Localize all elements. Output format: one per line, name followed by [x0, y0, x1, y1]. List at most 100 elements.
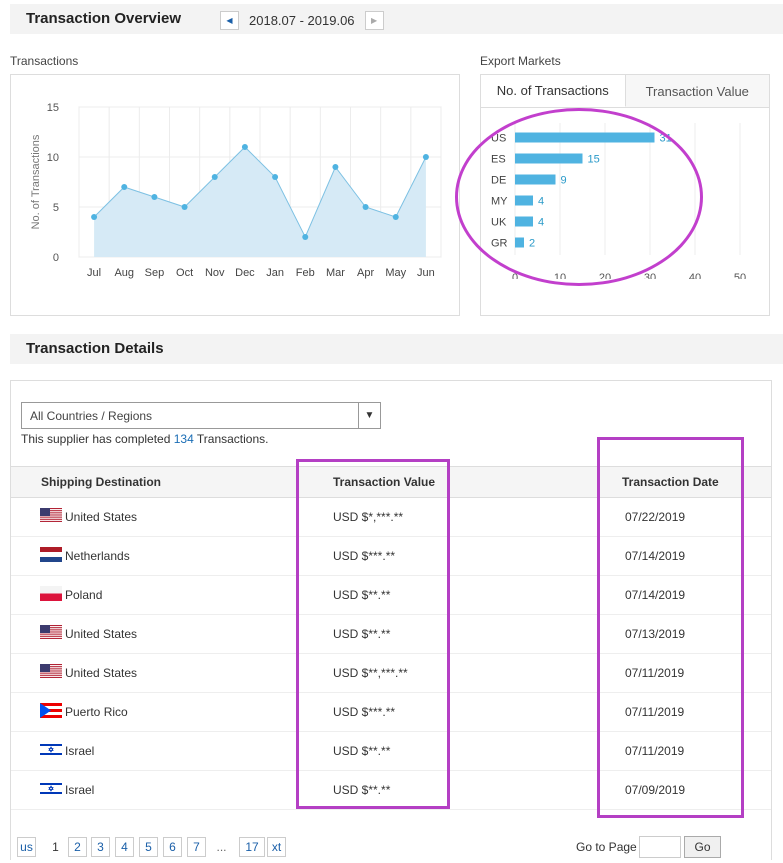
data-point: [241, 144, 248, 150]
series-line: [93, 146, 427, 239]
tab-no-of-transactions[interactable]: No. of Transactions: [481, 75, 626, 107]
y-tick-label: 0: [53, 252, 59, 264]
row-country: Israel: [65, 783, 95, 797]
go-to-page-input[interactable]: [639, 836, 681, 858]
annotation-ellipse: [455, 108, 703, 286]
table-row: Israel USD $**.** 07/09/2019: [11, 771, 771, 810]
row-date: 07/22/2019: [625, 510, 686, 524]
us-flag-icon: [40, 508, 62, 523]
details-title: Transaction Details: [26, 340, 164, 357]
row-country: Poland: [65, 588, 103, 602]
x-tick-label: Oct: [176, 267, 193, 279]
row-date: 07/11/2019: [625, 705, 685, 719]
row-value: USD $**.**: [333, 627, 391, 641]
row-country: Israel: [65, 744, 95, 758]
row-value: USD $***.**: [333, 705, 396, 719]
date-range-nav: ◀ 2018.07 - 2019.06 ▶: [220, 11, 384, 30]
data-point: [332, 164, 339, 170]
table-row: United States USD $*,***.** 07/22/2019: [11, 498, 771, 537]
x-tick-label: Dec: [235, 267, 255, 279]
tab-transaction-value[interactable]: Transaction Value: [625, 75, 769, 107]
x-tick-label: Mar: [326, 267, 345, 279]
page-3[interactable]: 3: [91, 837, 110, 857]
x-tick-label: Apr: [357, 267, 374, 279]
pagination: us 1 2 3 4 5 6 7 ... 17 xt Go to Page Go: [11, 835, 771, 859]
x-tick-label: Jan: [266, 267, 284, 279]
page-4[interactable]: 4: [115, 837, 134, 857]
export-markets-label: Export Markets: [480, 54, 561, 68]
export-markets-tabs: No. of Transactions Transaction Value: [481, 75, 769, 108]
column-transaction-value: Transaction Value: [333, 475, 436, 489]
data-point: [211, 174, 218, 180]
data-point: [151, 194, 158, 200]
y-axis-label: No. of Transactions: [30, 134, 42, 229]
prev-page-button[interactable]: us: [17, 837, 36, 857]
triangle-right-icon: ▶: [370, 16, 378, 25]
page-ellipsis: ...: [212, 837, 231, 857]
table-row: Netherlands USD $***.** 07/14/2019: [11, 537, 771, 576]
annotation-box-value: [296, 459, 450, 809]
column-transaction-date: Transaction Date: [622, 475, 719, 489]
us-flag-icon: [40, 625, 62, 640]
x-tick-label: Feb: [296, 267, 315, 279]
table-row: Puerto Rico USD $***.** 07/11/2019: [11, 693, 771, 732]
y-tick-label: 5: [53, 202, 59, 214]
summary-prefix: This supplier has completed: [21, 432, 174, 446]
row-value: USD $**.**: [333, 783, 391, 797]
details-table-header: Shipping Destination Transaction Value T…: [11, 466, 771, 498]
pr-flag-icon: [40, 703, 62, 718]
table-row: United States USD $**.** 07/13/2019: [11, 615, 771, 654]
x-tick-label: Jun: [417, 267, 435, 279]
row-country: Puerto Rico: [65, 705, 128, 719]
table-row: Poland USD $**.** 07/14/2019: [11, 576, 771, 615]
transactions-chart-panel: 0 5 10 15 Jul Aug Sep Oct Nov Dec Jan Feb Mar Apr May J…: [10, 74, 460, 316]
x-tick-label: 50: [734, 272, 746, 279]
page-6[interactable]: 6: [163, 837, 182, 857]
country-region-select-value: All Countries / Regions: [30, 408, 153, 423]
x-tick-label: Sep: [145, 267, 165, 279]
il-flag-icon: [40, 742, 62, 757]
y-tick-label: 10: [47, 152, 59, 164]
table-row: Israel USD $**.** 07/11/2019: [11, 732, 771, 771]
page-7[interactable]: 7: [187, 837, 206, 857]
x-tick-label: Aug: [114, 267, 134, 279]
row-value: USD $**.**: [333, 744, 391, 758]
page-2[interactable]: 2: [68, 837, 87, 857]
next-page-button[interactable]: xt: [267, 837, 286, 857]
data-point: [91, 214, 98, 220]
y-tick-label: 15: [47, 102, 59, 114]
chevron-down-icon[interactable]: ▼: [358, 403, 380, 428]
go-to-page-label: Go to Page: [576, 840, 637, 854]
data-point: [422, 154, 429, 160]
pl-flag-icon: [40, 586, 62, 601]
series-area: [94, 147, 426, 257]
data-point: [362, 204, 369, 210]
next-period-button[interactable]: ▶: [364, 11, 384, 30]
table-row: United States USD $**,***.** 07/11/2019: [11, 654, 771, 693]
row-country: United States: [65, 666, 138, 680]
triangle-left-icon: ◀: [226, 16, 233, 25]
page-1: 1: [46, 837, 65, 857]
annotation-box-date: [597, 437, 744, 818]
row-date: 07/14/2019: [625, 588, 686, 602]
data-point: [272, 174, 279, 180]
summary-count: 134: [173, 432, 194, 446]
transactions-line-chart: 0 5 10 15 Jul Aug Sep Oct Nov Dec Jan Feb Mar Apr May J…: [30, 102, 442, 279]
page-17[interactable]: 17: [239, 837, 265, 857]
row-date: 07/14/2019: [625, 549, 686, 563]
go-button[interactable]: Go: [684, 836, 721, 858]
data-point: [181, 204, 188, 210]
date-range-text: 2018.07 - 2019.06: [249, 13, 355, 28]
country-region-select[interactable]: All Countries / Regions ▼: [21, 402, 381, 429]
transactions-label: Transactions: [10, 54, 79, 68]
row-value: USD $**.**: [333, 588, 391, 602]
prev-period-button[interactable]: ◀: [220, 11, 239, 30]
il-flag-icon: [40, 781, 62, 796]
page-5[interactable]: 5: [139, 837, 158, 857]
row-value: USD $**,***.**: [333, 666, 408, 680]
transactions-summary: This supplier has completed 134 Transact…: [21, 432, 268, 446]
x-tick-label: May: [385, 267, 406, 279]
row-value: USD $*,***.**: [333, 510, 404, 524]
summary-suffix: Transactions.: [193, 432, 269, 446]
row-date: 07/13/2019: [625, 627, 686, 641]
